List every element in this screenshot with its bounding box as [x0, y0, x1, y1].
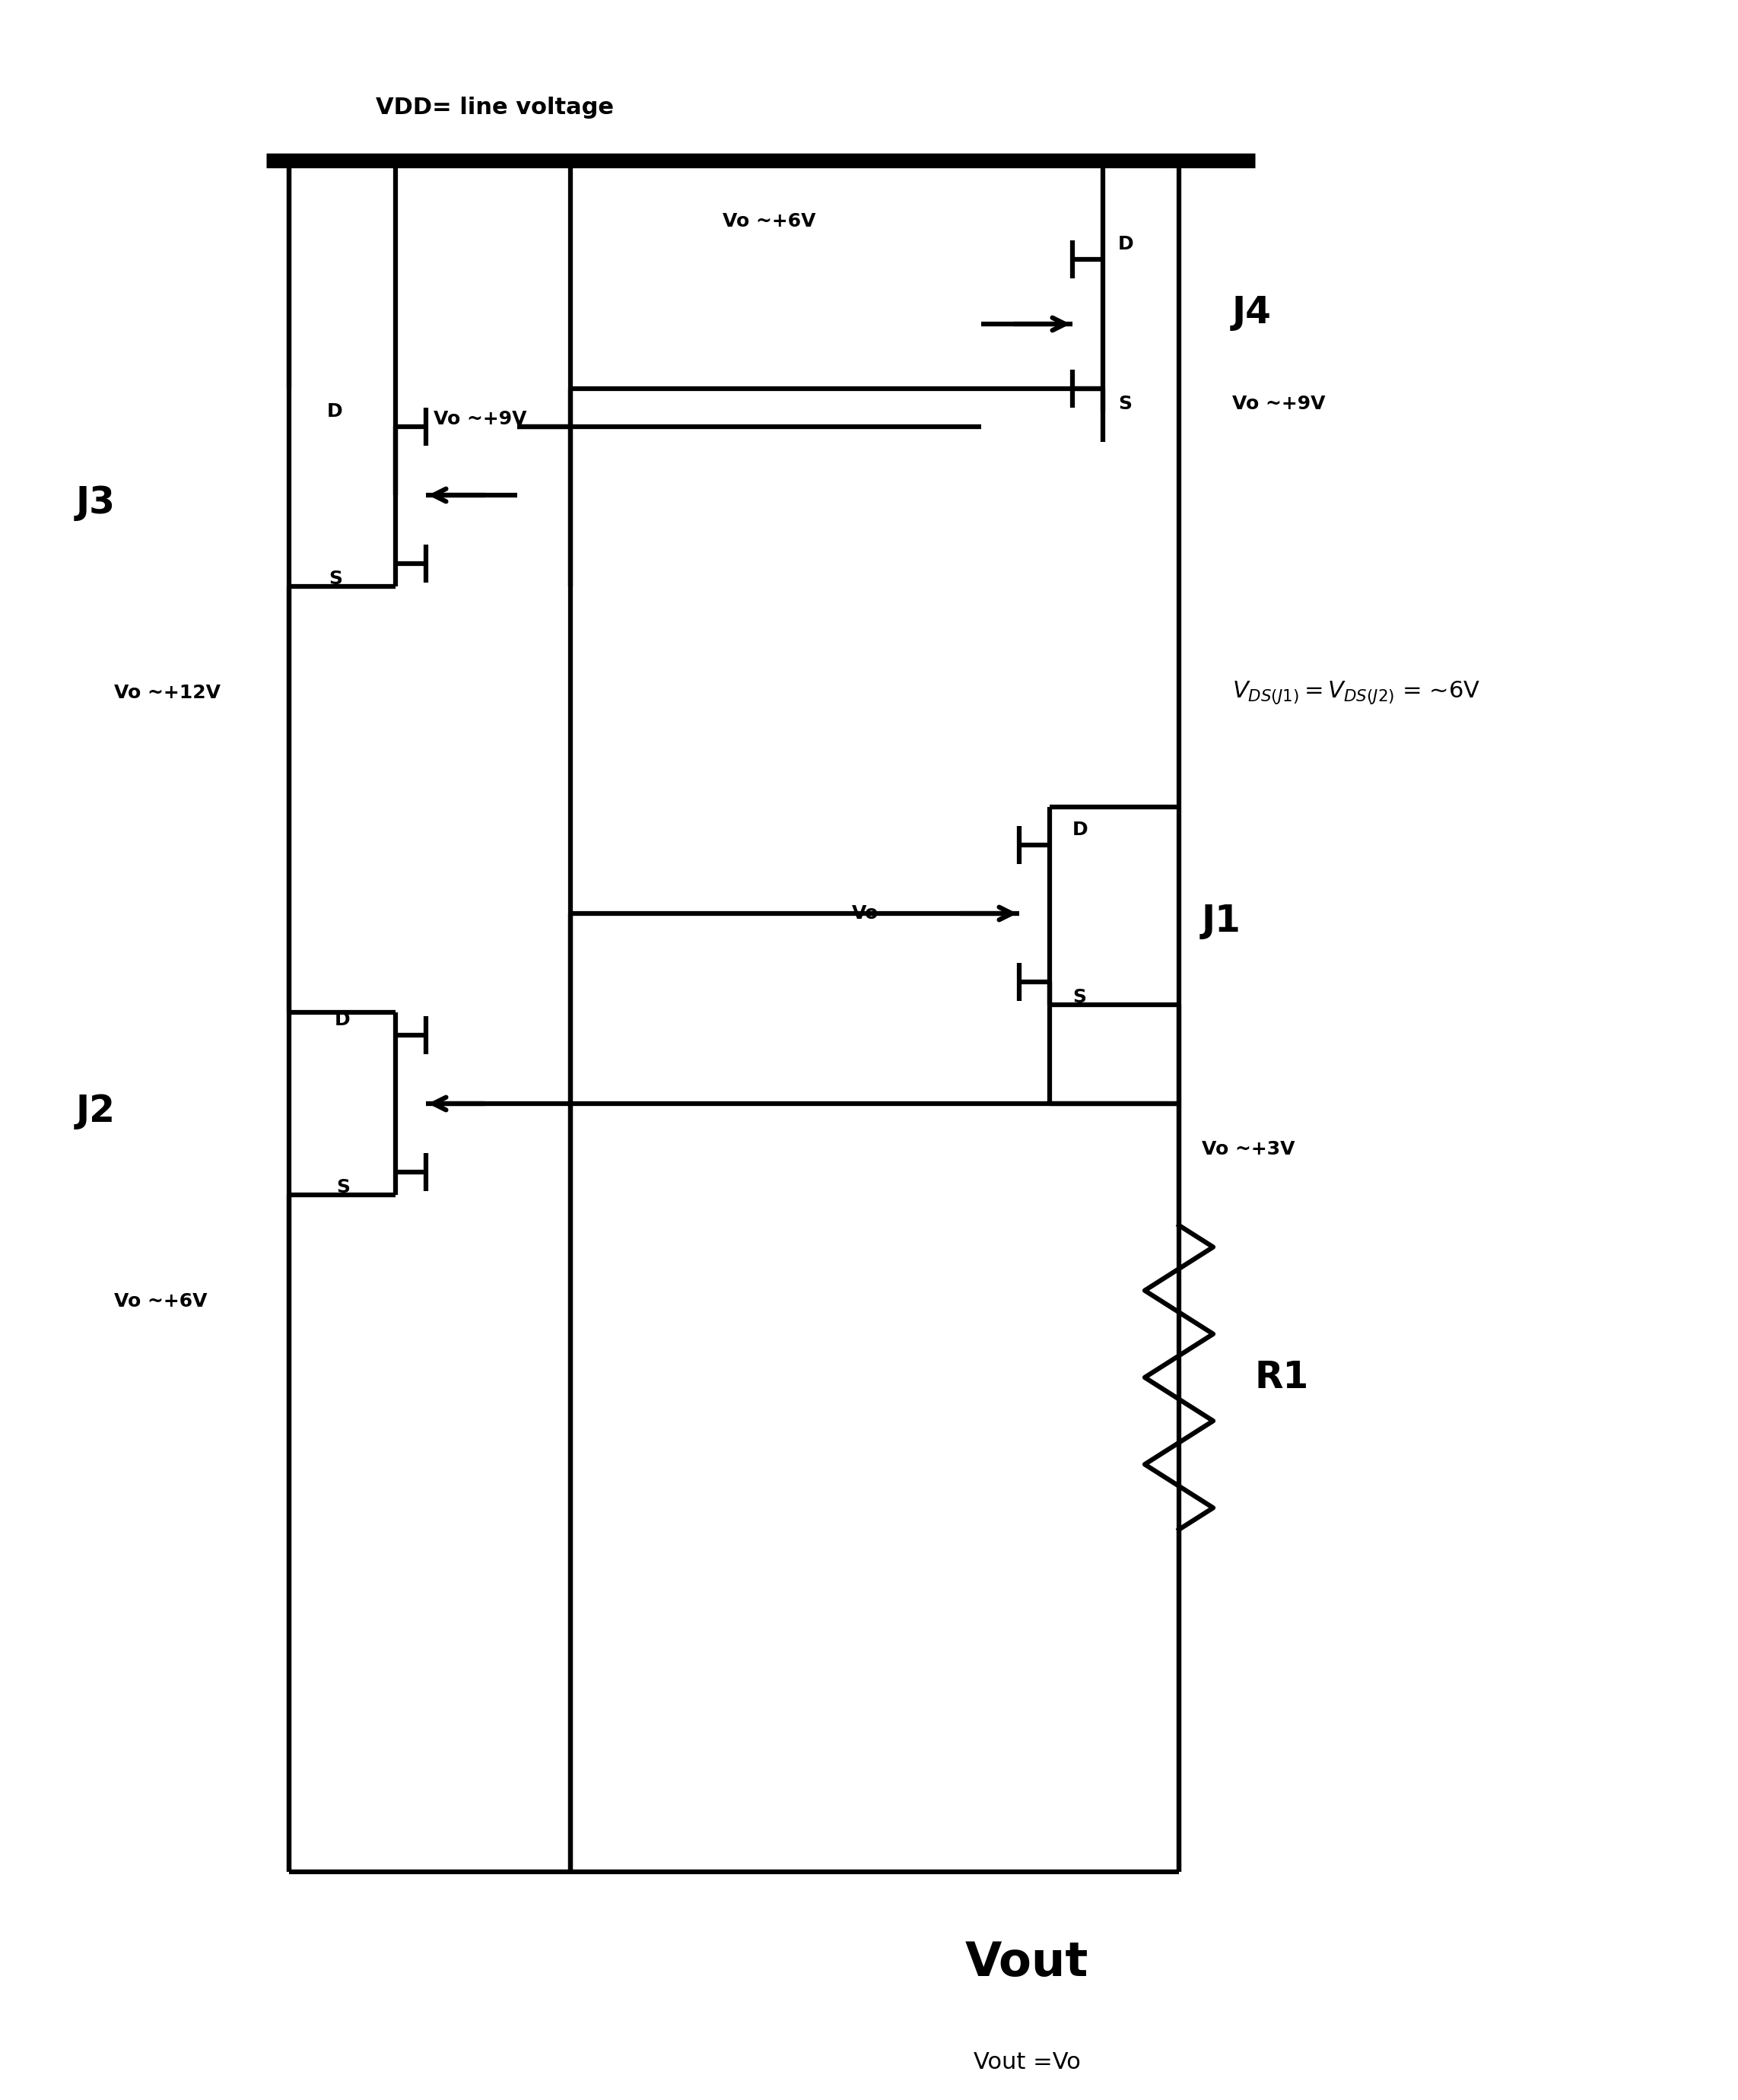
Text: J4: J4 [1232, 294, 1272, 332]
Text: Vo ~+9V: Vo ~+9V [1232, 395, 1326, 414]
Text: S: S [1072, 987, 1086, 1006]
Text: D: D [334, 1010, 349, 1029]
Text: S: S [1118, 395, 1131, 414]
Text: Vout: Vout [965, 1940, 1088, 1987]
Text: D: D [327, 403, 342, 420]
Text: J3: J3 [76, 485, 116, 521]
Text: D: D [1072, 821, 1088, 838]
Text: S: S [335, 1178, 349, 1197]
Text: Vo: Vo [852, 905, 879, 922]
Text: VDD= line voltage: VDD= line voltage [375, 97, 614, 118]
Text: Vout =Vo: Vout =Vo [973, 2052, 1081, 2073]
Text: Vo ~+3V: Vo ~+3V [1201, 1140, 1295, 1159]
Text: $V_{DS(J1)}=V_{DS(J2)}$ = ~6V: $V_{DS(J1)}=V_{DS(J2)}$ = ~6V [1232, 680, 1481, 706]
Text: Vo ~+6V: Vo ~+6V [115, 1292, 207, 1310]
Text: Vo ~+6V: Vo ~+6V [723, 212, 815, 231]
Text: S: S [328, 569, 342, 588]
Text: J2: J2 [76, 1092, 116, 1130]
Text: J1: J1 [1201, 903, 1241, 939]
Text: R1: R1 [1255, 1359, 1309, 1396]
Text: Vo ~+9V: Vo ~+9V [433, 410, 527, 428]
Text: Vo ~+12V: Vo ~+12V [115, 685, 221, 701]
Text: D: D [1118, 235, 1133, 254]
